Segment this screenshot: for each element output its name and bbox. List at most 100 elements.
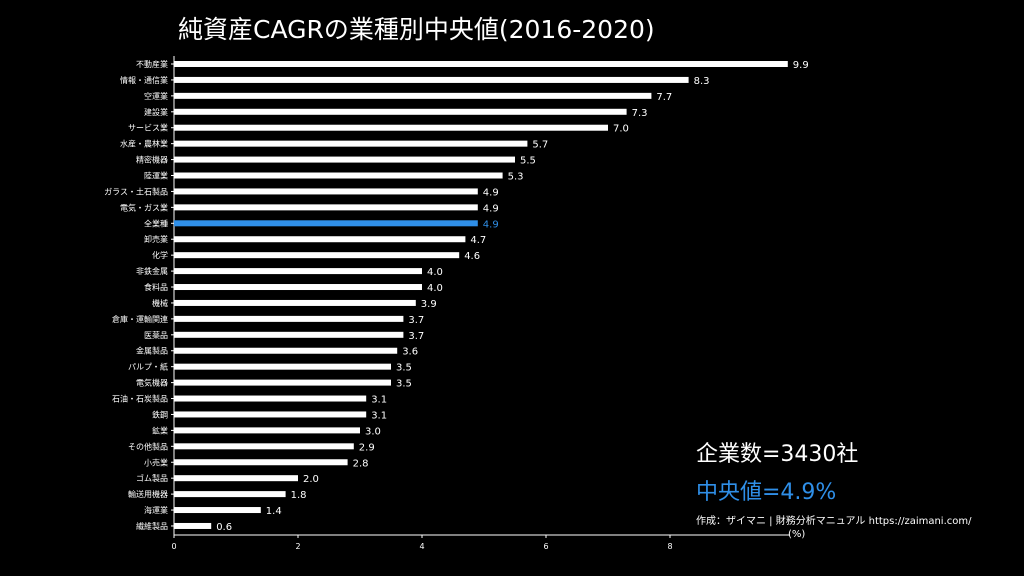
value-label: 4.7 [470, 235, 486, 246]
bar [174, 299, 416, 306]
x-tick-label: 6 [543, 542, 548, 551]
category-label: 水産・農林業 [120, 139, 168, 149]
category-label: 医薬品 [144, 330, 168, 340]
category-label: 建設業 [144, 107, 168, 117]
value-label: 4.0 [427, 267, 443, 278]
category-label: 不動産業 [136, 59, 168, 69]
category-label: 化学 [152, 250, 168, 260]
bar [174, 236, 466, 243]
value-label: 4.9 [483, 203, 499, 214]
chart-title: 純資産CAGRの業種別中央値(2016-2020) [178, 15, 655, 44]
value-label: 3.0 [365, 426, 381, 437]
category-label: 食料品 [144, 282, 168, 292]
value-label: 8.3 [694, 76, 710, 87]
bar [174, 124, 608, 131]
bar [174, 252, 460, 259]
bar [174, 140, 528, 147]
value-label: 3.5 [396, 379, 412, 390]
value-label: 3.7 [408, 315, 424, 326]
category-label: 卸売業 [144, 234, 168, 244]
category-label: 小売業 [144, 457, 168, 467]
x-axis-unit-label: (%) [788, 529, 806, 540]
bar [174, 268, 422, 275]
x-tick-label: 0 [171, 542, 176, 551]
bar [174, 347, 398, 354]
value-label: 5.3 [508, 172, 524, 183]
value-label: 4.6 [464, 251, 480, 262]
value-label: 1.8 [291, 490, 307, 501]
value-label: 3.5 [396, 363, 412, 374]
category-label: 海運業 [144, 505, 168, 515]
value-label: 7.7 [656, 92, 672, 103]
value-label: 3.6 [402, 347, 418, 358]
bar [174, 522, 212, 529]
category-label: 非鉄金属 [136, 266, 168, 276]
category-label: 電気・ガス業 [120, 202, 168, 212]
category-label: 全業種 [144, 218, 168, 228]
bar [174, 76, 689, 83]
value-label: 3.7 [408, 331, 424, 342]
value-label: 3.9 [421, 299, 437, 310]
value-label: 4.9 [483, 187, 499, 198]
credit-text: 作成：ザイマニ | 財務分析マニュアル https://zaimani.com/ [696, 516, 972, 527]
category-label: ガラス・土石製品 [104, 186, 168, 196]
bar [174, 491, 286, 498]
bar [174, 475, 298, 482]
bar [174, 331, 404, 338]
category-label: 金属製品 [136, 346, 168, 356]
bar [174, 188, 478, 195]
bar [174, 108, 627, 115]
category-label: 空運業 [144, 91, 168, 101]
x-tick-label: 8 [667, 542, 672, 551]
bar [174, 315, 404, 322]
value-label: 4.0 [427, 283, 443, 294]
category-label: 精密機器 [136, 155, 168, 165]
bar [174, 459, 348, 466]
value-label: 2.0 [303, 474, 319, 485]
bar [174, 395, 367, 402]
bar [174, 507, 261, 514]
bar [174, 92, 652, 99]
category-label: 情報・通信業 [120, 75, 168, 85]
value-label: 5.7 [532, 140, 548, 151]
value-label: 1.4 [266, 506, 282, 517]
value-label: 7.0 [613, 124, 629, 135]
category-label: 繊維製品 [136, 521, 168, 531]
bar [174, 204, 478, 211]
category-label: 倉庫・運輸関連 [112, 314, 168, 324]
bar [174, 443, 354, 450]
value-label: 3.1 [371, 410, 387, 421]
category-label: 機械 [152, 298, 168, 308]
value-label: 9.9 [793, 60, 809, 71]
value-label: 5.5 [520, 156, 536, 167]
value-label: 2.9 [359, 442, 375, 453]
bar [174, 411, 367, 418]
value-label: 7.3 [632, 108, 648, 119]
category-label: 石油・石炭製品 [112, 394, 168, 404]
bar [174, 220, 478, 227]
category-label: 鉄鋼 [152, 409, 168, 419]
category-label: 電気機器 [136, 378, 168, 388]
category-label: 陸運業 [144, 171, 168, 181]
category-label: サービス業 [128, 123, 168, 133]
category-label: ゴム製品 [136, 473, 168, 483]
value-label: 3.1 [371, 395, 387, 406]
bar [174, 427, 360, 434]
bar [174, 61, 788, 67]
x-tick-label: 4 [419, 542, 424, 551]
bar [174, 363, 391, 370]
bar [174, 284, 422, 291]
value-label: 2.8 [353, 458, 369, 469]
x-tick-label: 2 [295, 542, 300, 551]
company-count-label: 企業数=3430社 [696, 442, 859, 467]
bar [174, 379, 391, 386]
bar [174, 172, 503, 179]
median-label: 中央値=4.9% [696, 480, 837, 505]
value-label: 4.9 [483, 219, 499, 230]
bar [174, 156, 515, 163]
category-label: 鉱業 [152, 425, 168, 435]
category-label: パルプ・紙 [128, 362, 168, 372]
category-label: その他製品 [128, 441, 168, 451]
category-label: 輸送用機器 [128, 489, 168, 499]
